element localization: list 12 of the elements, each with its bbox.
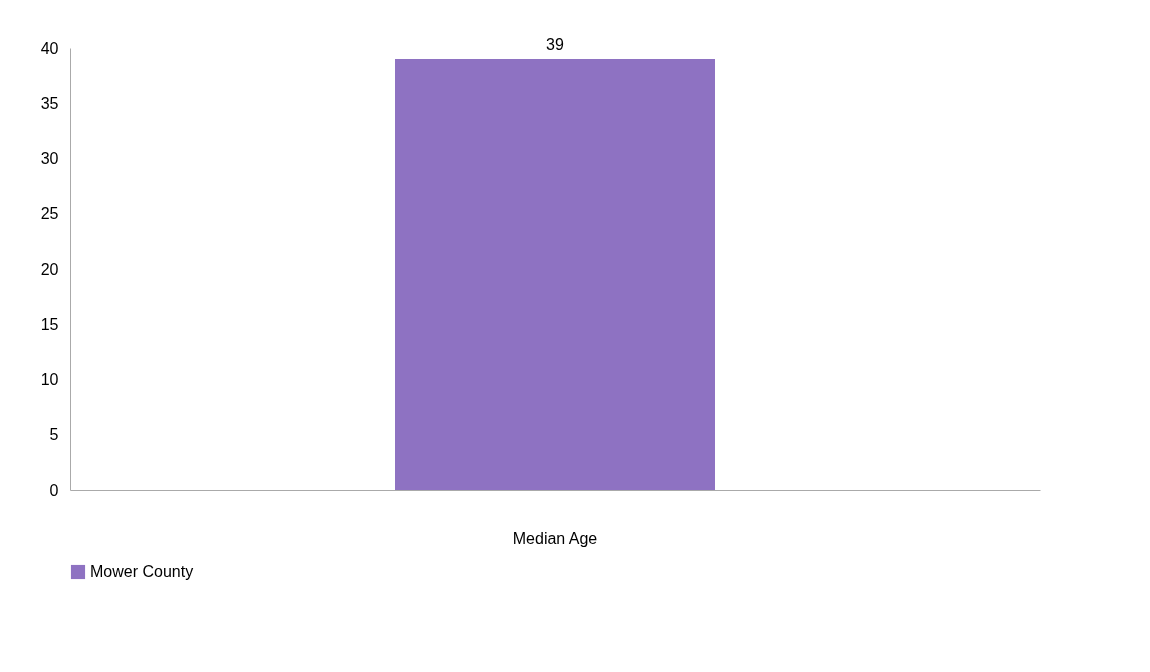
y-tick-label: 40	[40, 39, 59, 57]
y-tick-label: 35	[40, 94, 59, 112]
y-tick-label: 10	[40, 371, 59, 388]
y-tick-label: 15	[40, 315, 59, 333]
y-tick-label: 30	[40, 150, 59, 167]
legend-label: Mower County	[90, 563, 194, 580]
y-tick-label: 20	[40, 260, 59, 278]
data-label: 39	[546, 36, 564, 54]
x-tick-label: Median Age	[512, 529, 598, 547]
y-tick-label: 25	[40, 205, 59, 223]
y-tick-label: 0	[49, 481, 59, 499]
y-tick-label: 5	[49, 426, 59, 444]
